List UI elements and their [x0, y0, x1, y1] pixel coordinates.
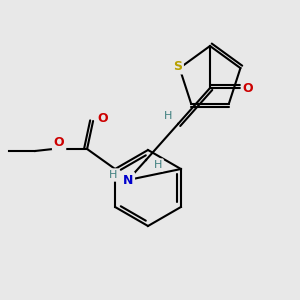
Text: N: N	[123, 173, 133, 187]
Text: H: H	[164, 111, 172, 121]
Text: S: S	[173, 60, 182, 73]
Text: O: O	[98, 112, 108, 125]
Text: H: H	[109, 170, 117, 180]
Text: O: O	[54, 136, 64, 149]
Text: O: O	[243, 82, 253, 94]
Text: H: H	[154, 160, 162, 170]
